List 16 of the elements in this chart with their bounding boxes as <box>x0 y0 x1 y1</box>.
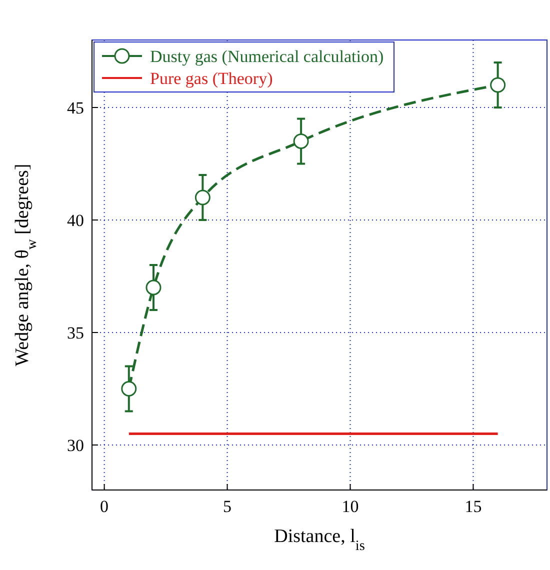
x-axis-title: Distance, l$_{is}$ <box>274 526 366 554</box>
x-tick-label: 15 <box>464 497 482 516</box>
point <box>194 190 210 206</box>
point <box>490 77 506 93</box>
legend-label: Dusty gas (Numerical calculation) <box>150 47 384 66</box>
y-tick-label: 40 <box>67 211 84 230</box>
x-tick-label: 5 <box>223 497 232 516</box>
point <box>146 280 162 296</box>
y-tick-label: 30 <box>67 436 84 455</box>
x-tick-label: 10 <box>342 497 359 516</box>
y-tick-label: 45 <box>67 98 84 118</box>
y-tick-label: 35 <box>67 324 84 342</box>
point <box>293 134 309 149</box>
x-tick-label: 0 <box>100 497 109 516</box>
point <box>121 381 137 396</box>
legend-label: Pure gas (Theory) <box>150 69 273 88</box>
